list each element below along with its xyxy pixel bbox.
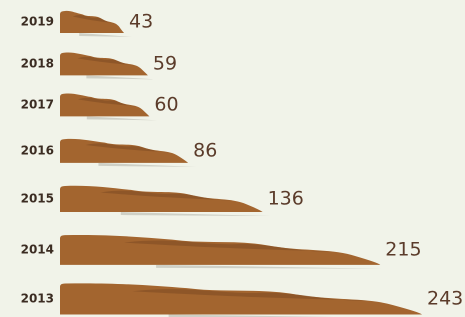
value-label: 59 bbox=[153, 53, 177, 75]
y-tick-label: 2016 bbox=[21, 144, 54, 158]
value-label: 43 bbox=[129, 11, 153, 33]
y-tick-label: 2014 bbox=[21, 243, 54, 257]
value-label: 243 bbox=[427, 288, 463, 310]
y-tick-label: 2018 bbox=[21, 57, 54, 71]
value-label: 86 bbox=[193, 140, 217, 162]
chart: 2019 43 2018 59 2017 60 2016 86 2015 136 2014 215 20… bbox=[0, 0, 465, 317]
y-tick-label: 2017 bbox=[21, 98, 54, 112]
value-label: 60 bbox=[154, 94, 178, 116]
y-tick-label: 2015 bbox=[21, 192, 54, 206]
y-tick-label: 2019 bbox=[21, 15, 54, 29]
value-label: 215 bbox=[385, 239, 421, 261]
y-tick-label: 2013 bbox=[21, 292, 54, 306]
value-label: 136 bbox=[268, 188, 304, 210]
